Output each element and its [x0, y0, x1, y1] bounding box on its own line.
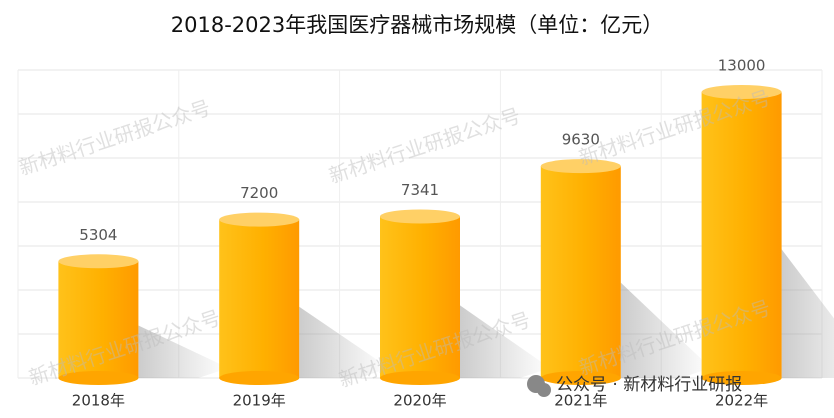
bar-base — [540, 371, 621, 385]
bar-base — [380, 371, 460, 385]
footer-text: 公众号 · 新材料行业研报 — [556, 375, 742, 395]
bar-shadow — [138, 325, 229, 378]
bar-top — [701, 85, 782, 99]
value-label: 7341 — [401, 181, 439, 199]
bar-body — [58, 261, 139, 378]
bar-body — [380, 216, 460, 378]
value-label: 7200 — [240, 184, 278, 202]
watermark: 新材料行业研报公众号 — [326, 103, 524, 188]
x-tick-label: 2019年 — [233, 392, 286, 410]
bars — [58, 85, 834, 385]
bar — [701, 85, 834, 385]
bar — [380, 209, 550, 385]
bar-body — [701, 92, 782, 378]
bar-body — [540, 166, 621, 378]
bar-top — [219, 212, 300, 227]
bar — [219, 212, 390, 385]
bar-shadow — [781, 249, 834, 378]
x-tick-label: 2022年 — [715, 392, 768, 410]
labels: 2018年 5304 2019年 7200 2020年 7341 2021年 9630 2022… — [72, 57, 768, 410]
bar — [540, 159, 711, 385]
bar-top — [58, 254, 139, 269]
bar-shadow — [460, 305, 550, 378]
bar-base — [701, 371, 782, 385]
bar-shadow — [620, 282, 711, 378]
value-label: 9630 — [562, 131, 600, 149]
bar-base — [58, 371, 139, 385]
footer: 公众号 · 新材料行业研报 — [527, 375, 742, 397]
chart-title: 2018-2023年我国医疗器械市场规模（单位：亿元） — [171, 13, 663, 37]
bar-shadow — [299, 306, 390, 378]
x-tick-label: 2018年 — [72, 392, 125, 410]
x-tick-label: 2021年 — [554, 392, 607, 410]
value-label: 5304 — [79, 226, 117, 244]
value-label: 13000 — [718, 57, 766, 75]
bar — [58, 254, 229, 385]
bar-base — [219, 371, 300, 385]
bar-body — [219, 219, 300, 378]
footer-icon — [537, 383, 551, 397]
bar-top — [380, 209, 460, 224]
watermark: 新材料行业研报公众号 — [16, 95, 214, 180]
bar-top — [540, 159, 621, 174]
x-tick-label: 2020年 — [393, 392, 446, 410]
